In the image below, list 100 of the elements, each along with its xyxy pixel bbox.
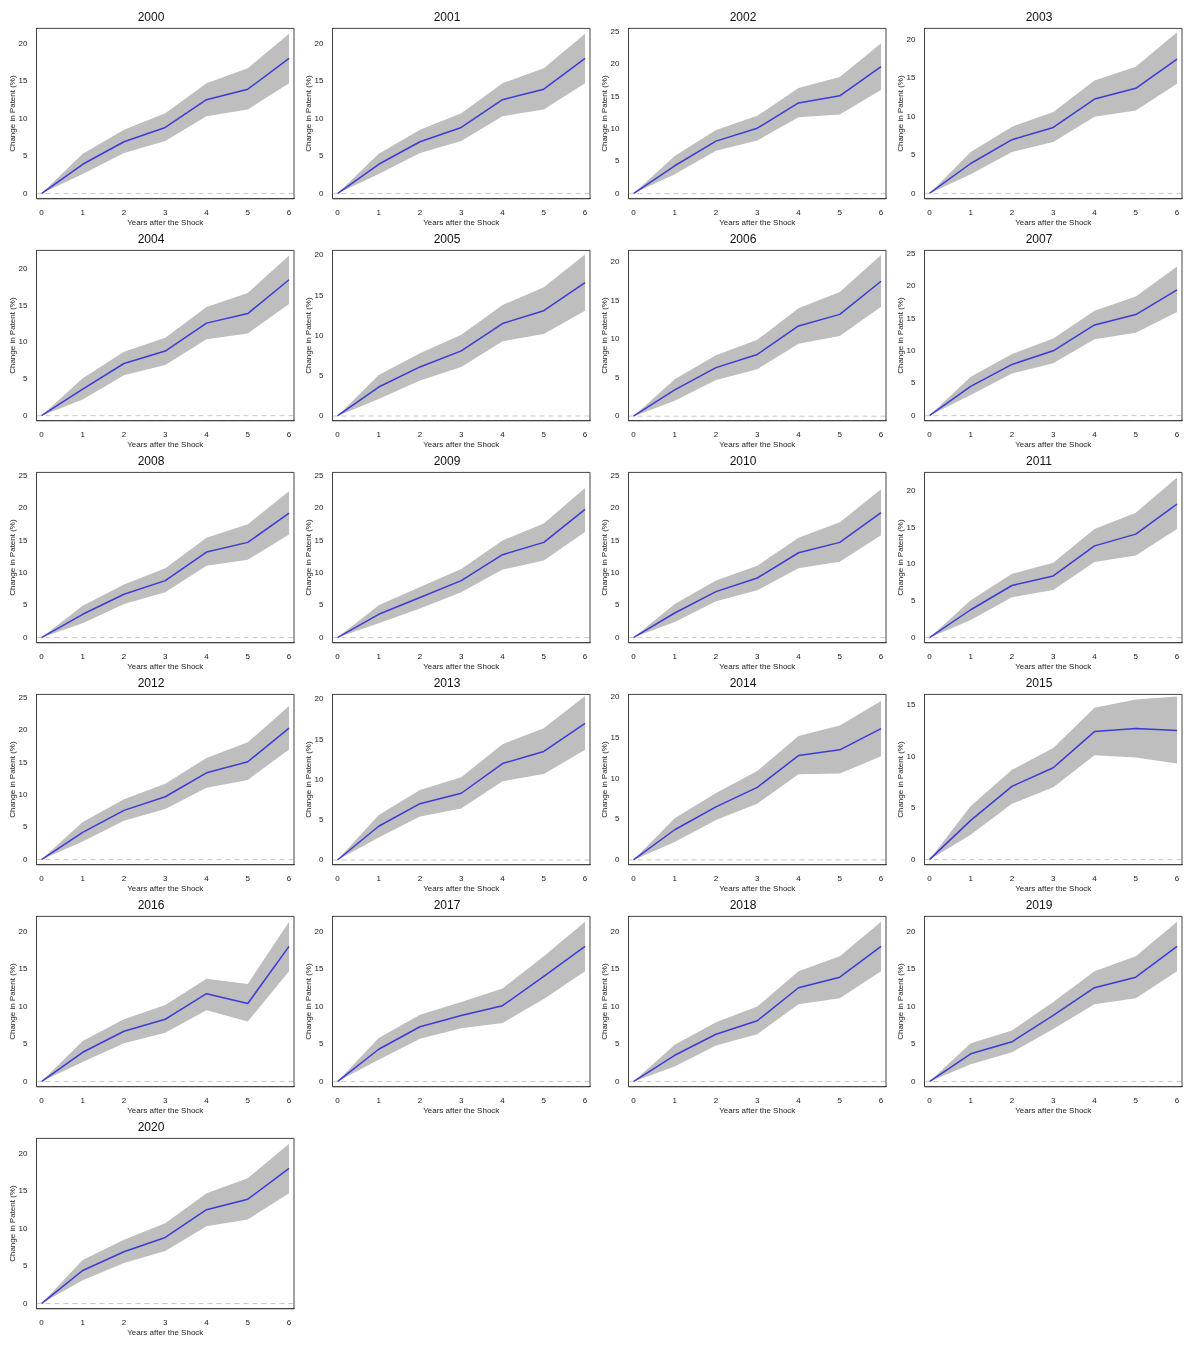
chart-title: 2012 — [137, 675, 165, 690]
x-axis-title: Years after the Shock — [1015, 884, 1093, 894]
y-tick-label: 5 — [319, 600, 325, 610]
y-tick-label: 15 — [18, 535, 29, 545]
chart-title: 2004 — [137, 231, 165, 246]
x-tick-label: 4 — [1092, 1095, 1098, 1105]
x-tick-label: 2 — [417, 651, 423, 661]
x-tick-label: 2 — [417, 1095, 423, 1105]
x-tick-label: 1 — [968, 207, 974, 217]
y-tick-label: 15 — [18, 1186, 29, 1196]
y-tick-label: 15 — [18, 76, 29, 86]
y-tick-label: 5 — [615, 600, 621, 610]
x-tick-label: 4 — [500, 873, 506, 883]
y-tick-label: 10 — [610, 773, 621, 783]
y-tick-label: 20 — [18, 1148, 29, 1158]
x-tick-label: 4 — [500, 207, 506, 217]
x-tick-label: 0 — [39, 651, 45, 661]
x-tick-label: 3 — [459, 873, 465, 883]
x-tick-label: 5 — [1133, 429, 1139, 439]
x-tick-label: 4 — [1092, 207, 1098, 217]
x-axis-title: Years after the Shock — [127, 662, 205, 672]
y-tick-label: 5 — [319, 814, 325, 824]
x-tick-label: 0 — [39, 207, 45, 217]
y-tick-label: 15 — [610, 91, 621, 101]
x-tick-label: 2 — [121, 1317, 127, 1327]
x-tick-label: 5 — [837, 1095, 843, 1105]
chart-title: 2000 — [137, 9, 165, 24]
y-tick-label: 15 — [314, 964, 325, 974]
x-tick-label: 3 — [459, 1095, 465, 1105]
x-tick-label: 0 — [631, 873, 637, 883]
x-tick-label: 4 — [500, 651, 506, 661]
y-axis-title: Change in Patent (%) — [8, 741, 17, 818]
x-tick-label: 3 — [459, 651, 465, 661]
y-tick-label: 10 — [906, 751, 917, 761]
y-tick-label: 15 — [906, 313, 917, 323]
y-tick-label: 0 — [911, 410, 917, 420]
chart-title: 2010 — [729, 453, 757, 468]
y-tick-label: 10 — [314, 330, 325, 340]
y-axis-title: Change in Patent (%) — [896, 297, 905, 374]
y-tick-label: 5 — [615, 1039, 621, 1049]
y-tick-label: 25 — [18, 692, 29, 702]
x-axis-title: Years after the Shock — [423, 884, 501, 894]
x-tick-label: 3 — [755, 651, 761, 661]
x-tick-label: 2 — [1009, 207, 1015, 217]
y-tick-label: 20 — [610, 926, 621, 936]
x-tick-label: 3 — [1051, 651, 1057, 661]
x-tick-label: 0 — [335, 873, 341, 883]
y-tick-label: 0 — [319, 855, 325, 865]
x-tick-label: 2 — [121, 873, 127, 883]
y-tick-label: 20 — [18, 38, 29, 48]
y-tick-label: 5 — [615, 156, 621, 166]
y-tick-label: 15 — [610, 535, 621, 545]
y-tick-label: 0 — [319, 411, 325, 421]
y-tick-label: 0 — [23, 410, 29, 420]
y-tick-label: 20 — [314, 503, 325, 513]
y-tick-label: 5 — [911, 378, 917, 388]
x-tick-label: 0 — [927, 429, 933, 439]
y-axis-title: Change in Patent (%) — [304, 963, 313, 1040]
x-tick-label: 5 — [541, 873, 547, 883]
x-tick-label: 3 — [755, 873, 761, 883]
y-tick-label: 15 — [906, 522, 917, 532]
x-tick-label: 3 — [1051, 207, 1057, 217]
x-tick-label: 1 — [80, 651, 86, 661]
x-tick-label: 6 — [286, 1317, 292, 1327]
y-axis-title: Change in Patent (%) — [304, 297, 313, 374]
x-tick-label: 5 — [245, 429, 251, 439]
y-tick-label: 15 — [906, 699, 917, 709]
y-tick-label: 5 — [23, 151, 29, 161]
y-tick-label: 20 — [314, 926, 325, 936]
x-tick-label: 0 — [335, 207, 341, 217]
x-tick-label: 3 — [163, 207, 169, 217]
y-tick-label: 5 — [23, 374, 29, 384]
x-tick-label: 5 — [245, 651, 251, 661]
y-tick-label: 25 — [18, 470, 29, 480]
y-tick-label: 20 — [906, 926, 917, 936]
y-tick-label: 5 — [911, 150, 917, 160]
x-tick-label: 4 — [204, 429, 210, 439]
y-tick-label: 15 — [610, 732, 621, 742]
x-tick-label: 6 — [878, 429, 884, 439]
y-tick-label: 5 — [319, 370, 325, 380]
x-tick-label: 5 — [541, 207, 547, 217]
x-tick-label: 3 — [755, 429, 761, 439]
chart-title: 2005 — [433, 231, 461, 246]
y-tick-label: 0 — [911, 632, 917, 642]
x-tick-label: 6 — [1174, 429, 1180, 439]
y-axis-title: Change in Patent (%) — [304, 75, 313, 152]
y-axis-title: Change in Patent (%) — [8, 963, 17, 1040]
x-tick-label: 5 — [1133, 1095, 1139, 1105]
y-tick-label: 5 — [23, 822, 29, 832]
y-tick-label: 0 — [615, 1076, 621, 1086]
chart-title: 2003 — [1025, 9, 1053, 24]
y-tick-label: 15 — [610, 964, 621, 974]
x-tick-label: 6 — [878, 873, 884, 883]
y-tick-label: 10 — [314, 568, 325, 578]
y-tick-label: 20 — [610, 257, 621, 267]
y-tick-label: 20 — [18, 503, 29, 513]
y-tick-label: 5 — [615, 372, 621, 382]
x-tick-label: 6 — [878, 1095, 884, 1105]
y-tick-label: 10 — [18, 1223, 29, 1233]
x-tick-label: 5 — [1133, 207, 1139, 217]
